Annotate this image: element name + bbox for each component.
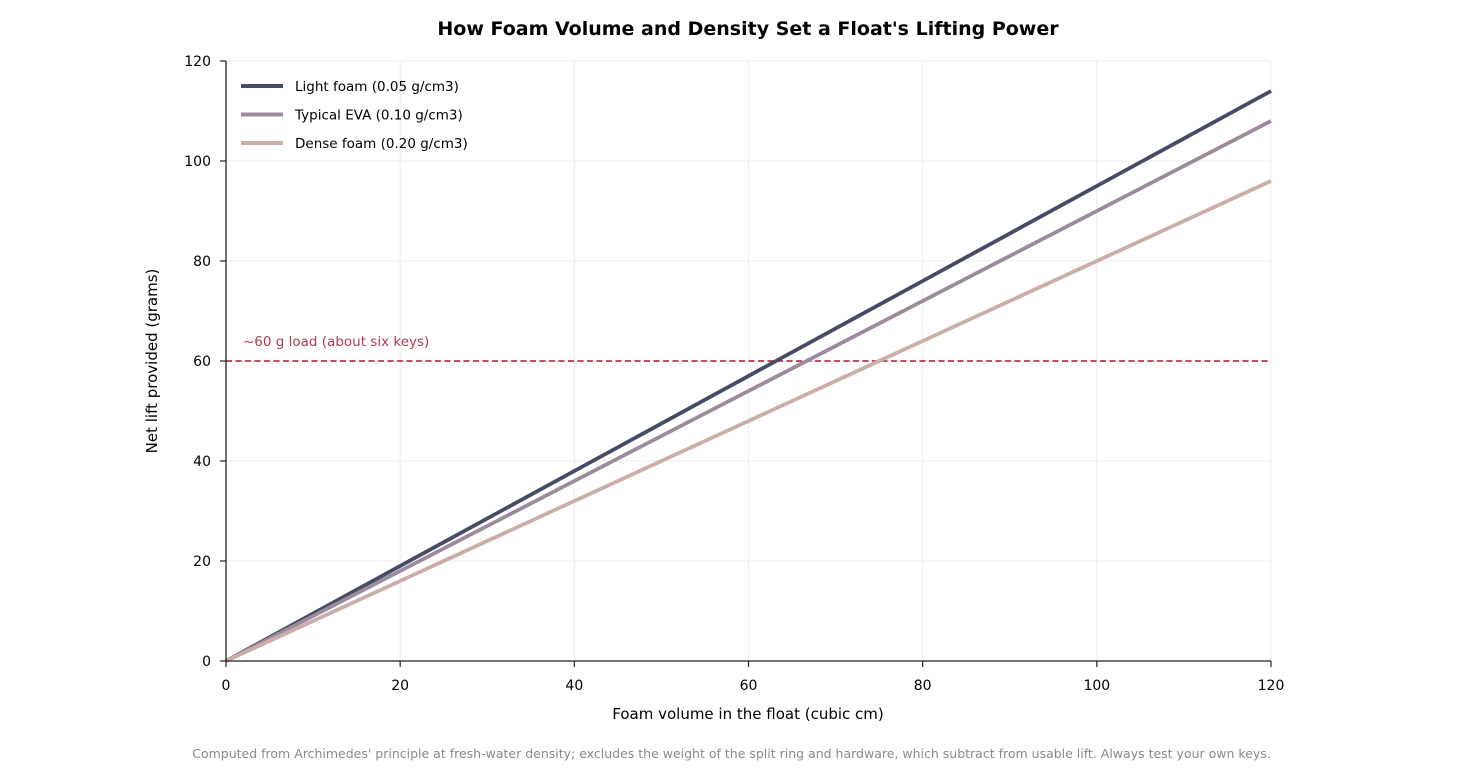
y-tick-label: 60 [193,354,211,370]
legend-label-3: Dense foam (0.20 g/cm3) [295,136,468,152]
x-tick-label: 120 [1258,678,1285,694]
x-tick-label: 100 [1083,678,1110,694]
legend: Light foam (0.05 g/cm3) Typical EVA (0.10… [241,79,468,152]
y-tick-label: 40 [193,454,211,470]
legend-label-2: Typical EVA (0.10 g/cm3) [294,108,463,124]
footnote: Computed from Archimedes' principle at f… [192,746,1271,761]
series-line-2 [225,119,1272,663]
lift-chart: How Foam Volume and Density Set a Float'… [143,18,1284,723]
y-axis-label: Net lift provided (grams) [143,269,161,454]
y-tick-label: 0 [202,654,211,670]
x-tick-label: 20 [391,678,409,694]
x-axis-label: Foam volume in the float (cubic cm) [612,705,884,723]
y-tick-label: 20 [193,554,211,570]
y-tick-label: 100 [184,154,211,170]
series-lines [225,89,1272,663]
x-tick-label: 0 [222,678,231,694]
legend-label-1: Light foam (0.05 g/cm3) [295,79,459,95]
y-tick-label: 80 [193,254,211,270]
reference-line-label: ~60 g load (about six keys) [243,334,429,350]
x-tick-label: 60 [740,678,758,694]
reference-line-group: ~60 g load (about six keys) [226,334,1271,362]
x-tick-label: 80 [914,678,932,694]
y-tick-label: 120 [184,54,211,70]
series-line-1 [225,89,1272,663]
chart-title: How Foam Volume and Density Set a Float'… [437,18,1059,40]
x-tick-label: 40 [565,678,583,694]
ticks: 0 20 40 60 80 100 120 0 20 40 60 80 100 120 [184,54,1284,694]
series-line-3 [225,179,1272,663]
